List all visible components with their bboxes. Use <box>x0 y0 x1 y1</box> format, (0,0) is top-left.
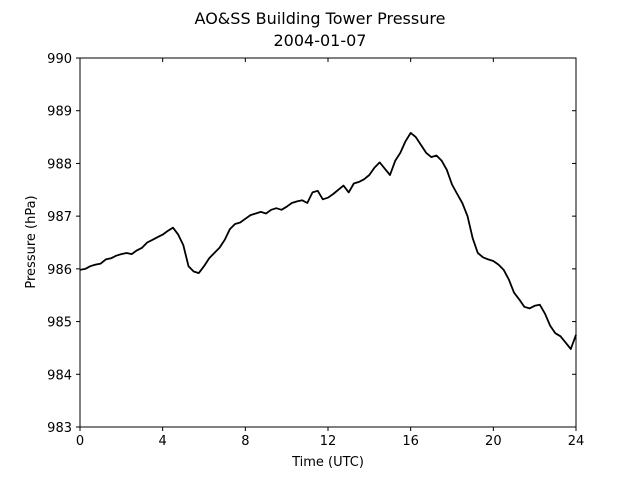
y-tick-label: 988 <box>47 157 72 172</box>
y-axis-label: Pressure (hPa) <box>24 195 39 288</box>
y-tick-label: 986 <box>47 263 72 278</box>
chart-subtitle: 2004-01-07 <box>274 31 367 50</box>
chart-title: AO&SS Building Tower Pressure <box>195 9 446 28</box>
x-tick-label: 4 <box>159 434 167 449</box>
x-tick-label: 16 <box>402 434 419 449</box>
y-tick-label: 987 <box>47 210 72 225</box>
y-tick-label: 984 <box>47 368 72 383</box>
tick-layer: 0 4 8 12 16 20 24 983 984 985 986 987 988 989 990 <box>47 52 584 449</box>
y-tick-label: 985 <box>47 316 72 331</box>
x-tick-label: 8 <box>241 434 249 449</box>
y-tick-label: 990 <box>47 52 72 67</box>
x-tick-label: 20 <box>485 434 502 449</box>
y-tick-label: 989 <box>47 105 72 120</box>
x-tick-label: 12 <box>320 434 337 449</box>
y-tick-label: 983 <box>47 421 72 436</box>
x-axis-label: Time (UTC) <box>291 455 364 470</box>
plot-frame <box>79 57 577 428</box>
x-tick-label: 0 <box>76 434 84 449</box>
pressure-series-line <box>79 131 577 350</box>
x-tick-label: 24 <box>568 434 585 449</box>
